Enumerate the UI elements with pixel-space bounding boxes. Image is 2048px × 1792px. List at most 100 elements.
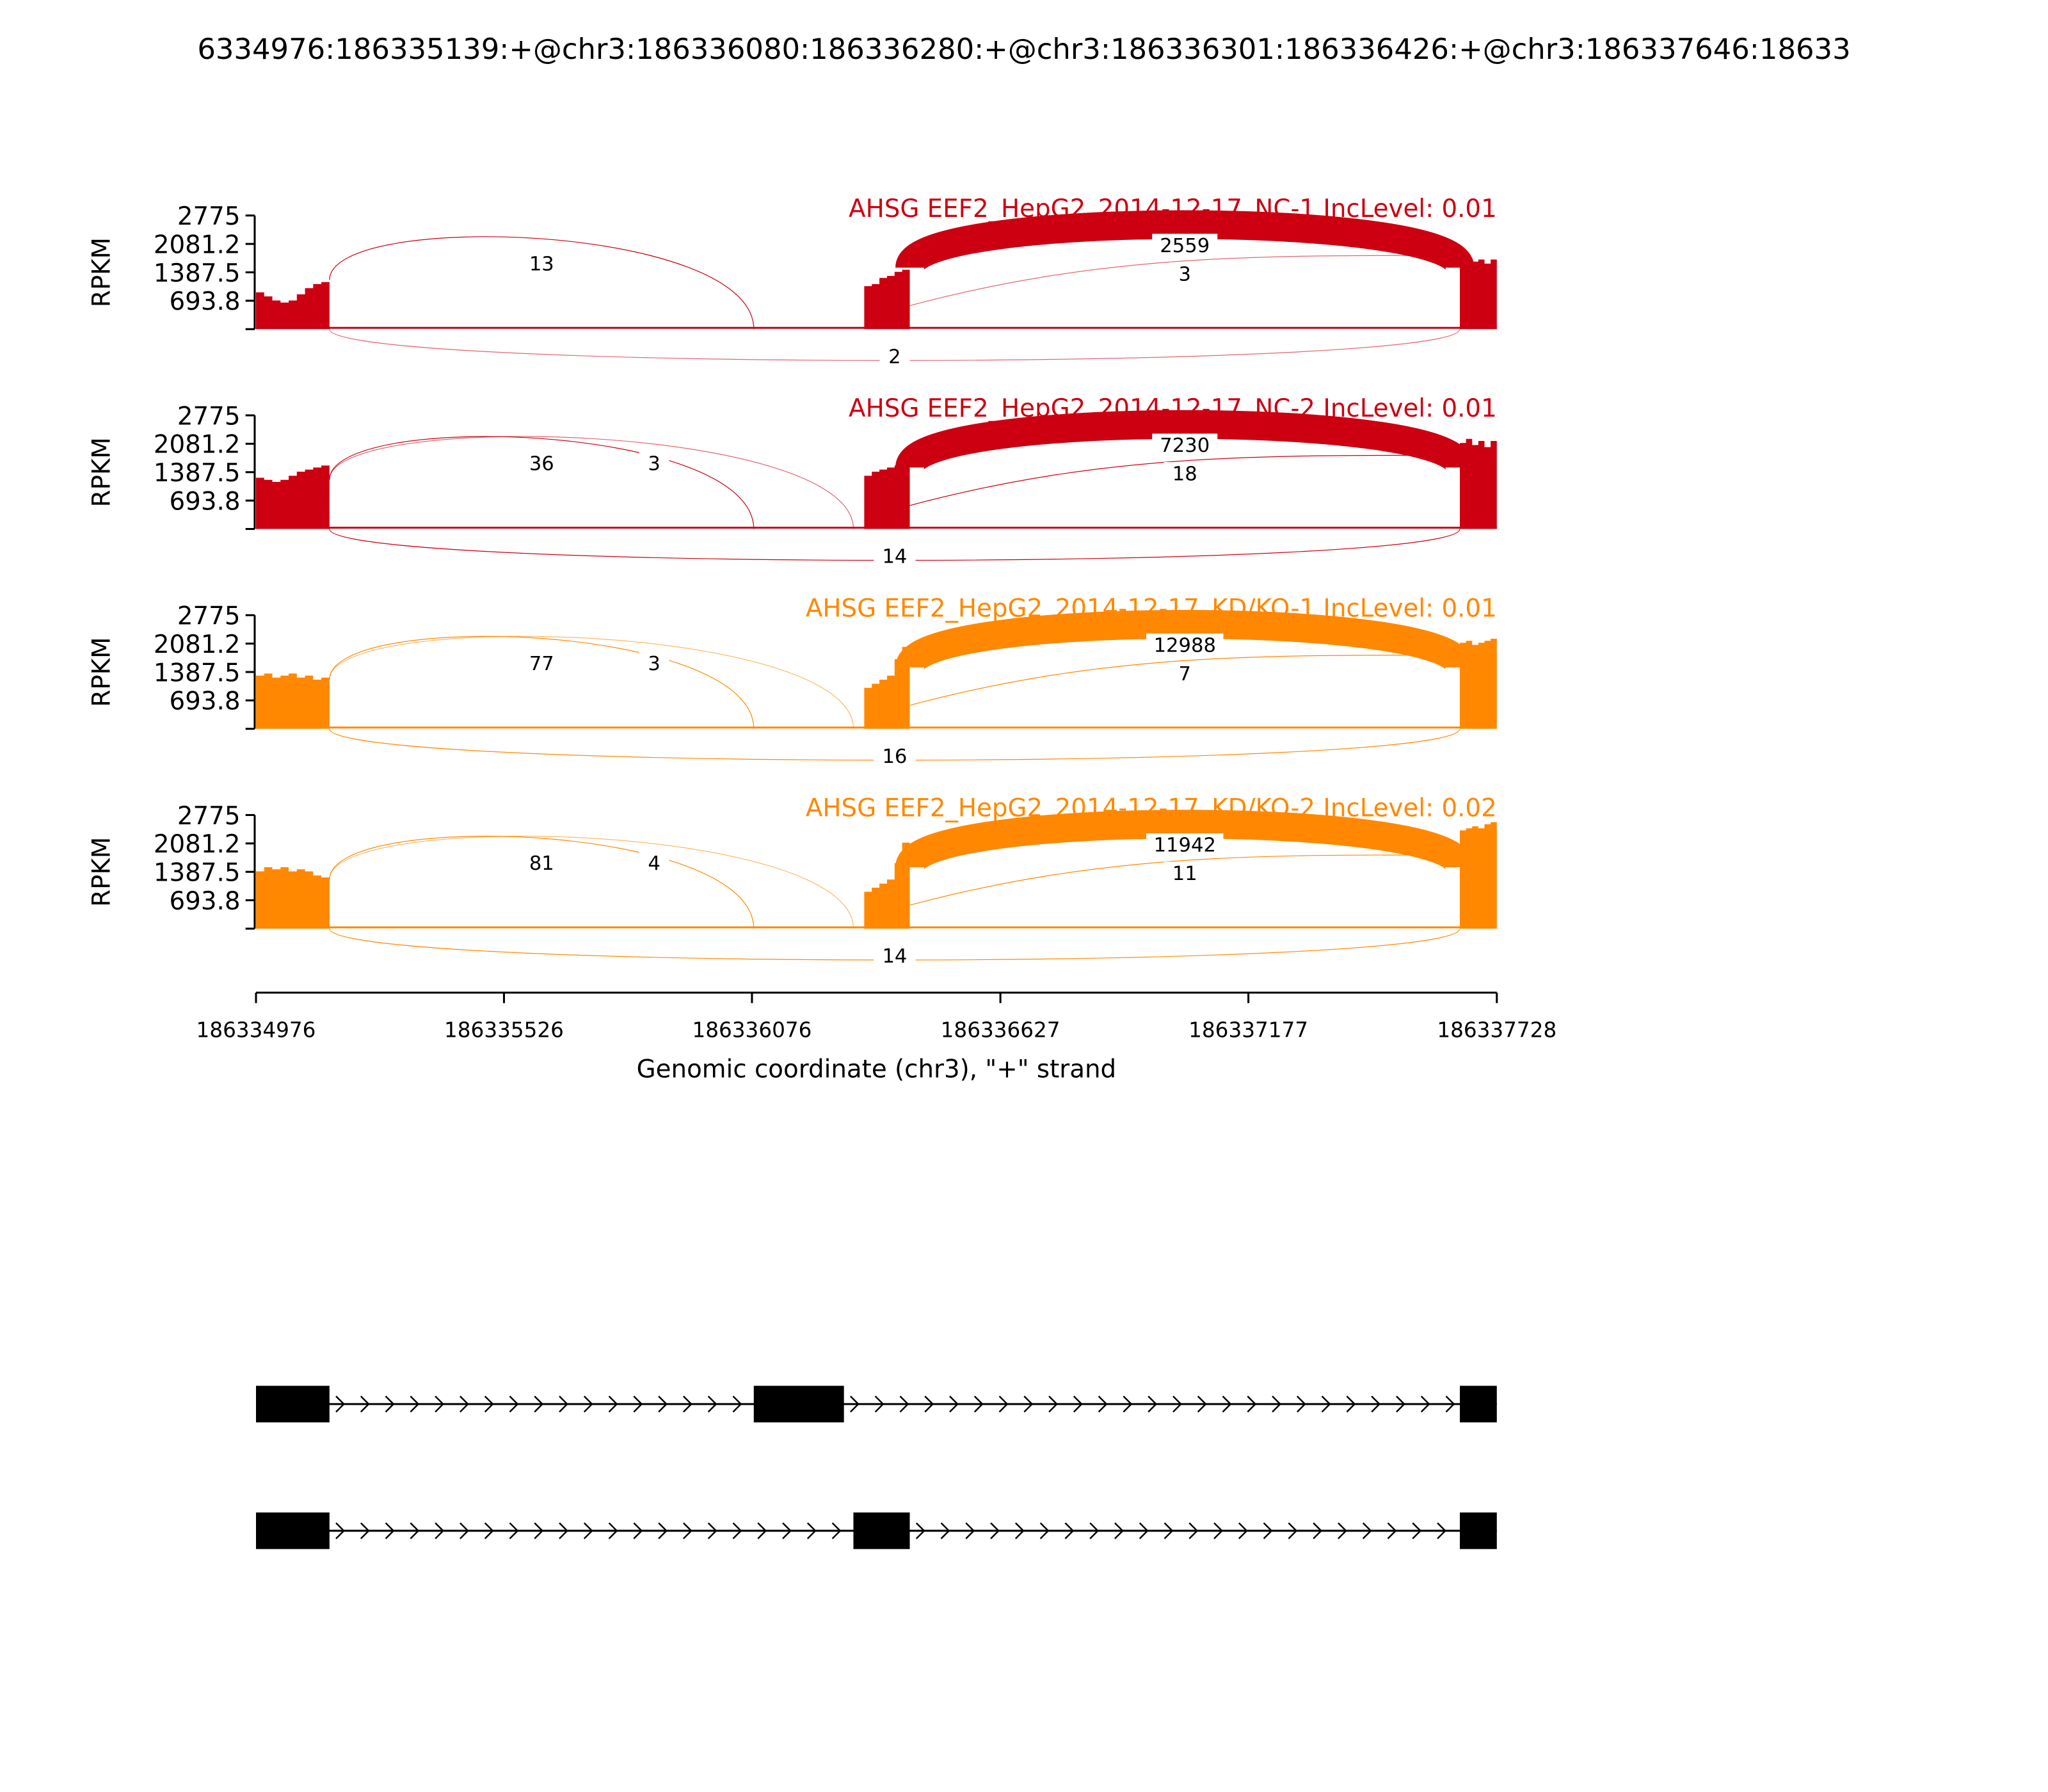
junction-label-bg <box>520 652 563 675</box>
junction-count-label: 7230 <box>1160 435 1210 457</box>
coverage-area <box>1460 822 1497 929</box>
coverage-area <box>1460 257 1497 330</box>
x-tick-label: 186336627 <box>941 1018 1060 1042</box>
junction-count-label: 2559 <box>1160 235 1210 257</box>
junction-label-bg <box>1152 433 1218 456</box>
strand-arrow-icon <box>998 1395 1009 1412</box>
junction-count-label: 14 <box>882 546 907 568</box>
strand-arrow-icon <box>732 1522 742 1539</box>
y-tick-label: 2081.2 <box>154 830 241 859</box>
strand-arrow-icon <box>559 1395 568 1412</box>
strand-arrow-icon <box>831 1522 842 1539</box>
strand-arrow-icon <box>1188 1522 1199 1539</box>
strand-arrow-icon <box>732 1395 742 1412</box>
strand-arrow-icon <box>683 1522 692 1539</box>
strand-arrow-icon <box>1263 1522 1273 1539</box>
y-tick-label: 693.8 <box>170 487 241 516</box>
chart-title: 6334976:186335139:+@chr3:186336080:18633… <box>197 32 1850 66</box>
strand-arrow-icon <box>385 1522 395 1539</box>
strand-arrow-icon <box>874 1395 884 1412</box>
exon-block <box>256 1386 330 1423</box>
strand-arrow-icon <box>915 1522 925 1539</box>
strand-arrow-icon <box>1338 1522 1347 1539</box>
junction-label-bg <box>1169 262 1200 285</box>
strand-arrow-icon <box>973 1395 984 1412</box>
junction-count-label: 11 <box>1172 863 1197 885</box>
x-axis: 186334976 186335526 186336076 186336627 1863… <box>196 991 1556 1042</box>
junction-label-bg <box>1152 234 1218 256</box>
strand-arrow-icon <box>360 1522 370 1539</box>
junction-arc <box>329 835 755 929</box>
strand-arrow-icon <box>965 1522 975 1539</box>
strand-arrow-icon <box>707 1395 717 1412</box>
strand-arrow-icon <box>1014 1522 1025 1539</box>
strand-arrow-icon <box>633 1395 643 1412</box>
junction-count-label: 36 <box>529 453 554 476</box>
y-axis-label: RPKM <box>87 837 116 907</box>
strand-arrow-icon <box>385 1395 395 1412</box>
coverage-area <box>864 461 910 529</box>
junction-count-label: 2 <box>888 346 900 368</box>
strand-arrow-icon <box>484 1395 494 1412</box>
strand-arrow-icon <box>633 1522 643 1539</box>
junction-arc <box>895 810 1475 872</box>
strand-arrow-icon <box>1123 1395 1133 1412</box>
junction-label-bg <box>520 452 563 474</box>
junction-arc <box>909 454 1460 506</box>
strand-arrow-icon <box>1346 1395 1356 1412</box>
junction-count-label: 7 <box>1179 663 1191 685</box>
exon-block <box>853 1512 910 1549</box>
y-tick-label: 2081.2 <box>154 230 241 259</box>
y-axis-label: RPKM <box>87 237 116 307</box>
strand-arrow-icon <box>1098 1395 1108 1412</box>
exon-block <box>1460 1512 1497 1549</box>
junction-arc <box>895 610 1475 673</box>
y-tick-label: 1387.5 <box>154 459 241 488</box>
junction-label-bg <box>879 344 910 367</box>
strand-arrow-icon <box>1238 1522 1248 1539</box>
strand-arrow-icon <box>608 1522 618 1539</box>
x-tick-label: 186335526 <box>444 1018 564 1042</box>
y-tick-label: 2081.2 <box>154 630 241 659</box>
x-tick-label: 186334976 <box>196 1018 316 1042</box>
junction-arc <box>909 854 1460 906</box>
strand-arrow-icon <box>924 1395 934 1412</box>
strand-arrow-icon <box>534 1395 544 1412</box>
strand-arrow-icon <box>1445 1395 1455 1412</box>
junction-label-bg <box>520 851 563 874</box>
strand-arrow-icon <box>1148 1395 1158 1412</box>
strand-arrow-icon <box>534 1522 544 1539</box>
strand-arrow-icon <box>949 1395 959 1412</box>
transcript-2 <box>256 1512 1497 1549</box>
y-tick-label: 693.8 <box>170 887 241 916</box>
y-tick-label: 2775 <box>177 802 241 831</box>
junction-count-label: 13 <box>529 253 554 275</box>
junction-label-bg <box>639 452 669 474</box>
strand-arrow-icon <box>940 1522 950 1539</box>
strand-arrow-icon <box>1412 1522 1422 1539</box>
strand-arrow-icon <box>1371 1395 1381 1412</box>
junction-count-label: 77 <box>529 653 554 675</box>
strand-arrow-icon <box>460 1395 469 1412</box>
junction-count-label: 81 <box>529 852 554 875</box>
strand-arrow-icon <box>1114 1522 1124 1539</box>
strand-arrow-icon <box>1420 1395 1430 1412</box>
strand-arrow-icon <box>806 1522 817 1539</box>
strand-arrow-icon <box>1048 1395 1059 1412</box>
strand-arrow-icon <box>1272 1395 1282 1412</box>
strand-arrow-icon <box>1197 1395 1207 1412</box>
junction-count-label: 11942 <box>1154 835 1216 857</box>
junction-arc <box>329 436 854 529</box>
exon-block <box>256 1512 330 1549</box>
strand-arrow-icon <box>1437 1522 1446 1539</box>
x-axis-label: Genomic coordinate (chr3), "+" strand <box>637 1055 1117 1084</box>
strand-arrow-icon <box>1222 1395 1232 1412</box>
junction-arc <box>909 654 1460 706</box>
junction-count-label: 14 <box>882 945 907 968</box>
strand-arrow-icon <box>484 1522 494 1539</box>
strand-arrow-icon <box>850 1395 860 1412</box>
coverage-area <box>256 867 330 929</box>
